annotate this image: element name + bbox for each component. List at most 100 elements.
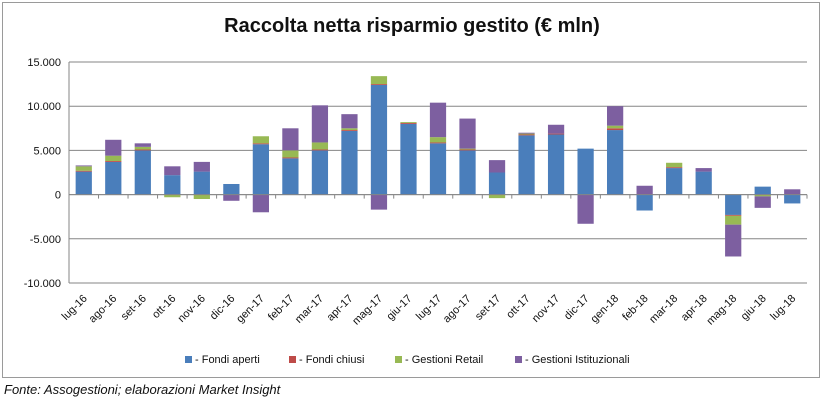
bar-segment: [488, 172, 506, 195]
bar-segment: [754, 186, 771, 195]
bar-segment: [370, 76, 388, 85]
bar-segment: [105, 139, 122, 156]
x-tick-label: dic-16: [208, 293, 238, 323]
bar-segment: [164, 175, 181, 195]
x-tick-label: set-16: [119, 293, 149, 323]
bar-segment: [282, 158, 299, 195]
y-tick-label: 0: [55, 190, 61, 202]
bar-segment: [105, 161, 122, 195]
bar-segment: [607, 125, 624, 129]
x-tick-label: ott-17: [504, 293, 532, 321]
bar-segment: [459, 150, 476, 195]
x-tick-label: lug-17: [414, 293, 444, 323]
bar-segment: [695, 168, 712, 172]
bar-segment: [725, 215, 742, 225]
bar-segment: [666, 167, 683, 169]
bar-segment: [636, 194, 653, 211]
bar-segment: [282, 128, 299, 151]
stacked-bar-chart: -10.000-5.00005.00010.00015.000lug-16ago…: [24, 57, 808, 366]
bar-segment: [311, 142, 329, 150]
bar-segment: [547, 133, 565, 135]
bar-segment: [459, 118, 476, 149]
bar-segment: [223, 183, 240, 195]
bar-segment: [252, 194, 269, 213]
x-tick-label: lug-16: [60, 293, 90, 323]
bar-segment: [341, 130, 358, 195]
legend-label: - Fondi chiusi: [299, 354, 364, 366]
bar-segment: [547, 134, 565, 195]
bar-segment: [666, 168, 683, 195]
bar-segment: [311, 150, 329, 195]
x-tick-label: gen-17: [234, 293, 267, 326]
bar-segment: [105, 155, 122, 162]
bar-segment: [607, 106, 624, 126]
bar-segment: [311, 149, 329, 151]
bar-segment: [400, 123, 417, 195]
bar-segment: [429, 102, 447, 138]
bar-segment: [75, 165, 92, 167]
bar-segment: [341, 114, 358, 129]
bar-segment: [695, 171, 712, 195]
x-tick-label: giu-18: [739, 293, 769, 323]
legend-swatch: [395, 356, 402, 363]
legend-swatch: [185, 356, 192, 363]
bar-segment: [429, 137, 447, 143]
bar-segment: [725, 224, 742, 257]
bar-segment: [282, 150, 299, 158]
bar-segment: [784, 189, 801, 195]
chart-frame: Raccolta netta risparmio gestito (€ mln)…: [2, 2, 820, 378]
chart-title: Raccolta netta risparmio gestito (€ mln): [224, 15, 600, 37]
x-tick-label: ago-16: [87, 293, 120, 326]
legend-label: - Fondi aperti: [195, 354, 260, 366]
x-tick-label: giu-17: [384, 293, 414, 323]
x-tick-label: mag-18: [704, 293, 739, 328]
bar-segment: [400, 122, 417, 123]
bar-segment: [341, 130, 358, 131]
y-tick-label: 10.000: [27, 101, 61, 113]
bar-segment: [134, 146, 151, 150]
bar-segment: [518, 135, 535, 195]
y-tick-label: 5.000: [33, 145, 61, 157]
bar-segment: [459, 149, 476, 151]
bar-segment: [518, 132, 535, 134]
bar-segment: [252, 144, 269, 195]
bar-segment: [488, 160, 506, 173]
x-tick-label: nov-17: [530, 293, 562, 325]
y-tick-label: -5.000: [30, 234, 61, 246]
bar-segment: [577, 194, 594, 224]
bar-segment: [636, 185, 653, 195]
bar-segment: [725, 194, 742, 215]
x-tick-label: feb-17: [266, 293, 297, 324]
x-tick-label: dic-17: [562, 293, 592, 323]
x-tick-label: set-17: [473, 293, 503, 323]
bar-segment: [429, 142, 447, 144]
bar-segment: [518, 133, 535, 135]
bar-segment: [784, 194, 801, 204]
bar-segment: [252, 143, 269, 145]
y-tick-label: -10.000: [24, 278, 61, 290]
bar-segment: [754, 196, 771, 208]
bar-segment: [518, 134, 535, 136]
bar-segment: [666, 162, 683, 168]
bar-segment: [488, 194, 506, 199]
x-tick-label: lug-18: [768, 293, 798, 323]
source-note: Fonte: Assogestioni; elaborazioni Market…: [4, 382, 281, 397]
x-tick-label: nov-16: [176, 293, 208, 325]
x-tick-label: gen-18: [589, 293, 622, 326]
legend-swatch: [515, 356, 522, 363]
bar-segment: [164, 166, 181, 176]
bar-segment: [607, 128, 624, 131]
x-tick-label: mar-18: [647, 293, 680, 326]
bar-segment: [223, 194, 240, 201]
bar-segment: [370, 194, 388, 210]
x-tick-label: mag-17: [350, 293, 385, 328]
bar-segment: [607, 130, 624, 195]
bar-segment: [134, 149, 151, 151]
bar-segment: [75, 171, 92, 195]
bar-segment: [75, 170, 92, 172]
x-tick-label: ago-17: [441, 293, 474, 326]
legend-swatch: [289, 356, 296, 363]
bar-segment: [193, 171, 210, 195]
bar-segment: [754, 194, 771, 197]
bar-segment: [429, 143, 447, 195]
